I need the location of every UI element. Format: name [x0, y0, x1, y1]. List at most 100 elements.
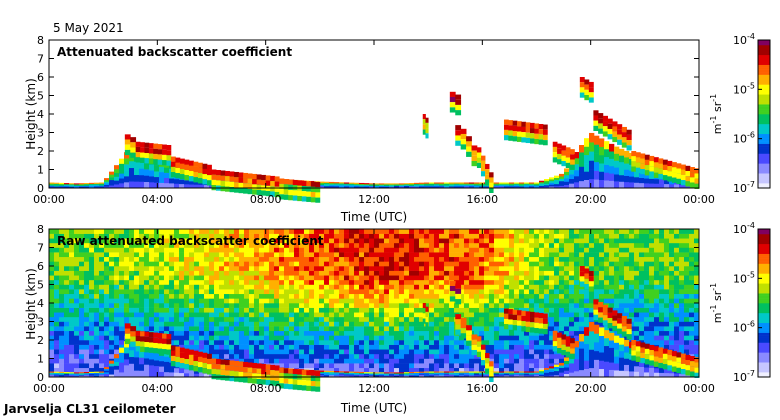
cloud-cell — [485, 174, 490, 180]
noise-cell — [404, 312, 410, 318]
noise-cell — [264, 312, 270, 318]
layer-cell — [319, 185, 325, 188]
layer-cell — [174, 178, 180, 184]
noise-cell — [244, 229, 250, 234]
noise-cell — [494, 242, 500, 248]
noise-cell — [559, 266, 565, 271]
noise-cell — [89, 242, 95, 248]
noise-cell — [49, 312, 55, 318]
noise-cell — [49, 279, 55, 285]
layer-cell — [594, 170, 600, 180]
noise-cell — [149, 261, 155, 267]
cloud-cell — [124, 144, 131, 150]
noise-cell — [579, 247, 585, 253]
noise-cell — [194, 307, 200, 313]
noise-cell — [504, 340, 510, 345]
noise-cell — [404, 335, 410, 341]
layer-cell — [499, 183, 505, 185]
noise-cell — [229, 303, 235, 308]
noise-cell — [209, 293, 215, 299]
cloud-cell — [480, 160, 486, 166]
noise-cell — [544, 307, 550, 313]
noise-cell — [529, 330, 535, 336]
colorbar-swatch — [758, 44, 770, 48]
noise-cell — [79, 261, 85, 267]
noise-cell — [349, 238, 355, 244]
noise-cell — [284, 312, 290, 318]
noise-cell — [444, 312, 450, 318]
noise-cell — [324, 238, 330, 244]
layer-cell — [169, 183, 175, 189]
noise-cell — [434, 326, 440, 332]
layer-cell — [634, 171, 640, 178]
noise-cell — [569, 270, 575, 276]
cloud-cell — [534, 133, 540, 139]
noise-cell — [594, 238, 600, 244]
noise-cell — [114, 289, 120, 295]
noise-cell — [304, 358, 310, 364]
noise-cell — [439, 312, 445, 318]
layer-cell — [579, 159, 585, 167]
noise-cell — [149, 307, 155, 313]
noise-cell — [169, 279, 175, 285]
layer-cell — [94, 185, 100, 187]
noise-cell — [209, 335, 215, 341]
noise-cell — [304, 298, 310, 304]
noise-cell — [454, 229, 460, 234]
noise-cell — [389, 330, 395, 336]
noise-cell — [324, 266, 330, 271]
noise-cell — [519, 349, 525, 355]
noise-cell — [419, 229, 425, 234]
noise-cell — [254, 252, 260, 258]
noise-cell — [194, 298, 200, 304]
noise-cell — [494, 229, 500, 234]
cloud-cell — [631, 156, 637, 162]
noise-cell — [84, 252, 90, 258]
noise-cell — [544, 279, 550, 285]
noise-cell — [174, 284, 180, 290]
noise-cell — [334, 303, 340, 308]
noise-cell — [564, 233, 570, 239]
noise-cell — [69, 256, 75, 262]
noise-cell — [369, 344, 375, 350]
noise-cell — [554, 233, 560, 239]
noise-cell — [449, 247, 455, 253]
noise-cell — [184, 238, 190, 244]
noise-cell — [624, 307, 630, 313]
noise-cell — [434, 275, 440, 281]
noise-cell — [359, 289, 365, 295]
noise-cell — [149, 279, 155, 285]
noise-cell — [74, 284, 80, 290]
noise-cell — [154, 279, 160, 285]
noise-cell — [144, 233, 150, 239]
noise-cell — [534, 298, 540, 304]
cloud-cell — [162, 154, 167, 161]
noise-cell — [64, 340, 70, 345]
cloud-cell — [471, 160, 478, 167]
cloud-cell — [274, 186, 280, 192]
cloud-cell — [206, 169, 212, 176]
noise-cell — [184, 229, 190, 234]
noise-cell — [114, 303, 120, 308]
layer-cell — [604, 180, 610, 189]
cloud-cell — [197, 162, 203, 168]
noise-cell — [329, 340, 335, 345]
cloud-cell — [292, 179, 298, 186]
noise-cell — [389, 353, 395, 359]
noise-cell — [259, 335, 265, 341]
noise-cell — [94, 242, 100, 248]
noise-cell — [619, 238, 625, 244]
noise-cell — [444, 284, 450, 290]
noise-cell — [524, 335, 530, 341]
noise-cell — [184, 335, 190, 341]
noise-cell — [114, 247, 120, 253]
noise-cell — [204, 270, 210, 276]
noise-cell — [199, 303, 205, 308]
layer-cell — [639, 172, 645, 178]
noise-cell — [329, 335, 335, 341]
noise-cell — [104, 293, 110, 299]
noise-cell — [374, 363, 380, 369]
noise-cell — [64, 270, 70, 276]
cloud-cell — [162, 144, 167, 150]
noise-cell — [174, 335, 180, 341]
